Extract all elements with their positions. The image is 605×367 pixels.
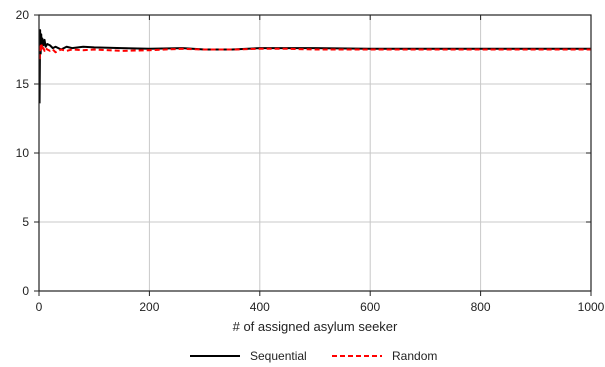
legend-label-random: Random <box>392 349 437 363</box>
y-tick-label: 0 <box>22 284 29 298</box>
series-line-sequential <box>38 29 591 104</box>
y-tick-label: 10 <box>16 146 30 160</box>
y-tick-label: 15 <box>16 77 30 91</box>
x-axis-label: # of assigned asylum seeker <box>233 319 398 334</box>
y-axis-ticks: 0 5 10 15 20 <box>16 8 591 298</box>
x-axis-ticks: 0 200 400 600 800 1000 <box>36 15 605 314</box>
x-tick-label: 600 <box>360 300 380 314</box>
legend: Sequential Random <box>190 349 437 363</box>
x-tick-label: 800 <box>471 300 491 314</box>
x-tick-label: 1000 <box>578 300 605 314</box>
x-tick-label: 200 <box>139 300 159 314</box>
x-tick-label: 0 <box>36 300 43 314</box>
series-layer <box>38 29 591 104</box>
series-line-random <box>38 42 591 60</box>
grid-lines <box>38 14 592 292</box>
y-tick-label: 20 <box>16 8 30 22</box>
legend-label-sequential: Sequential <box>250 349 307 363</box>
x-tick-label: 400 <box>250 300 270 314</box>
y-tick-label: 5 <box>22 215 29 229</box>
